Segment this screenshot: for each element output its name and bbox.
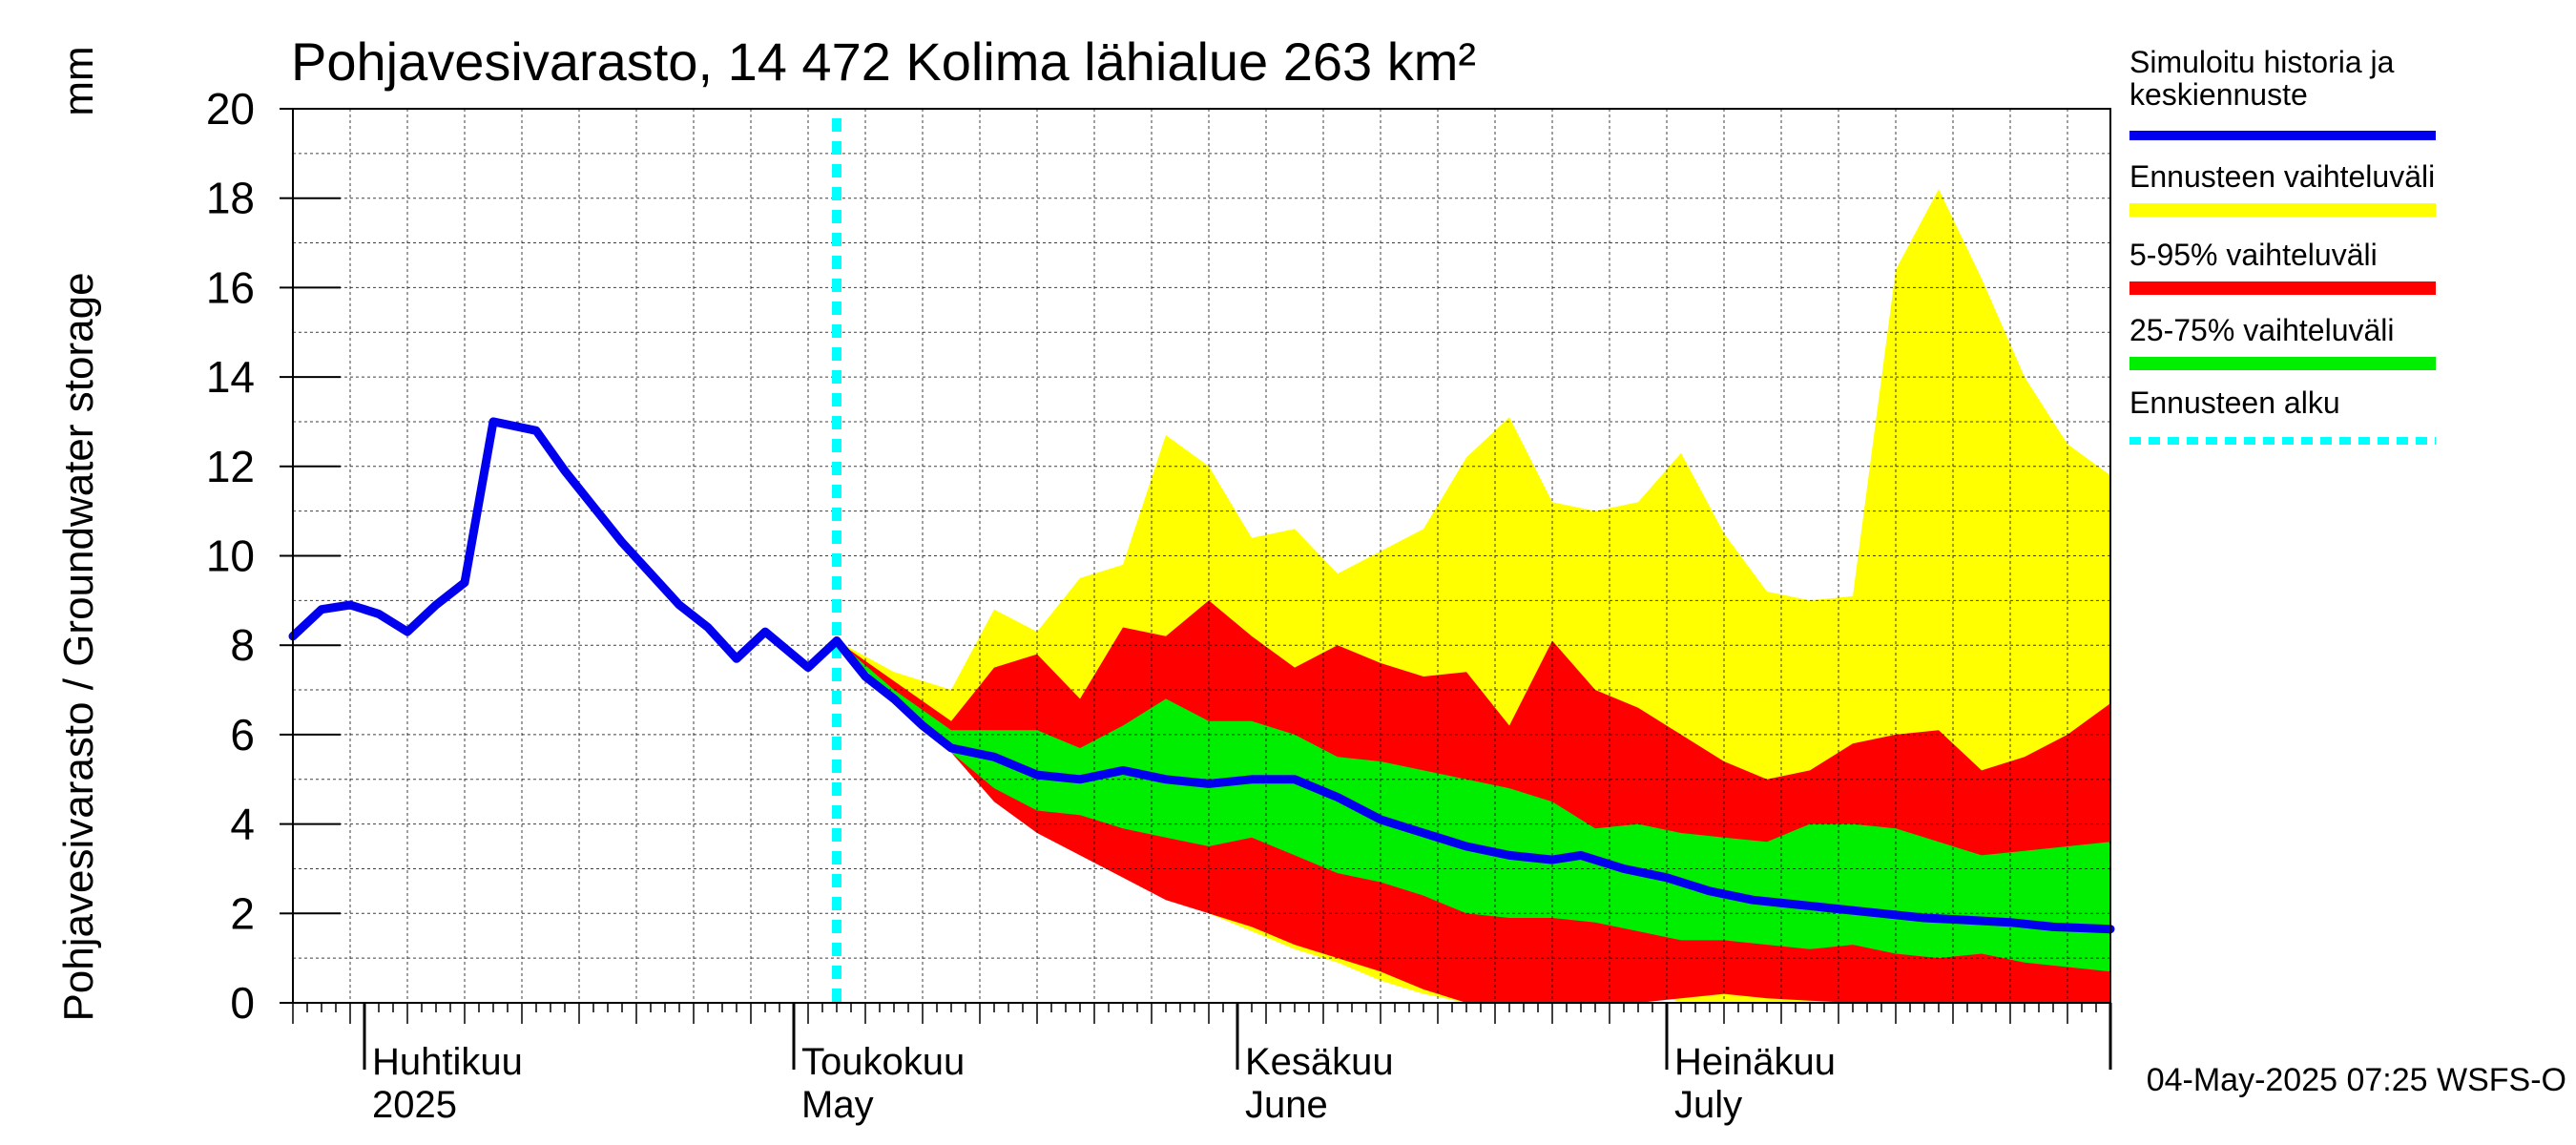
footer-timestamp: 04-May-2025 07:25 WSFS-O <box>2147 1062 2566 1098</box>
legend-item-p25_75: 25-75% vaihteluväli <box>2129 313 2436 370</box>
legend-item-history: Simuloitu historia ja keskiennuste <box>2129 45 2436 140</box>
y-axis: 0 2 4 6 8 10 12 14 16 18 20 <box>206 84 341 1028</box>
y-tick-label: 14 <box>206 352 255 402</box>
y-tick-label: 12 <box>206 442 255 491</box>
grid-lines <box>293 109 2110 1003</box>
legend-label: Simuloitu historia ja keskiennuste <box>2129 45 2395 112</box>
y-tick-label: 18 <box>206 174 255 223</box>
legend-item-p5_95: 5-95% vaihteluväli <box>2129 238 2436 295</box>
y-tick-label: 6 <box>230 710 255 760</box>
plot-area <box>288 108 2115 1004</box>
band-p25_75 <box>837 640 2110 972</box>
history-line <box>288 417 2115 934</box>
legend: Simuloitu historia ja keskiennuste Ennuste… <box>2129 45 2436 445</box>
y-tick-label: 20 <box>206 84 255 134</box>
y-axis-unit: mm <box>55 46 102 115</box>
x-month-label-fi: Kesäkuu <box>1245 1041 1394 1083</box>
legend-label: Ennusteen alku <box>2129 385 2340 420</box>
legend-label: 25-75% vaihteluväli <box>2129 313 2395 347</box>
y-tick-label: 16 <box>206 262 255 312</box>
legend-item-forecast_start: Ennusteen alku <box>2129 385 2436 445</box>
chart-title: Pohjavesivarasto, 14 472 Kolima lähialue… <box>291 31 1476 92</box>
legend-label: 5-95% vaihteluväli <box>2129 238 2378 272</box>
legend-item-range: Ennusteen vaihteluväli <box>2129 159 2436 217</box>
y-tick-label: 0 <box>230 978 255 1028</box>
x-month-label-en: 2025 <box>372 1084 457 1126</box>
x-month-label-fi: Toukokuu <box>801 1041 965 1083</box>
legend-label: Ennusteen vaihteluväli <box>2129 159 2435 194</box>
y-tick-label: 2 <box>230 888 255 938</box>
forecast-bands <box>837 189 2110 1004</box>
x-month-label-en: May <box>801 1084 874 1126</box>
x-month-label-fi: Huhtikuu <box>372 1041 523 1083</box>
y-tick-label: 8 <box>230 620 255 670</box>
x-month-label-fi: Heinäkuu <box>1674 1041 1836 1083</box>
y-tick-label: 10 <box>206 531 255 581</box>
x-month-label-en: June <box>1245 1084 1328 1126</box>
x-month-label-en: July <box>1674 1084 1742 1126</box>
series-lines <box>288 118 2115 1003</box>
y-axis-label: Pohjavesivarasto / Groundwater storage <box>55 272 102 1021</box>
y-tick-label: 4 <box>230 800 255 849</box>
